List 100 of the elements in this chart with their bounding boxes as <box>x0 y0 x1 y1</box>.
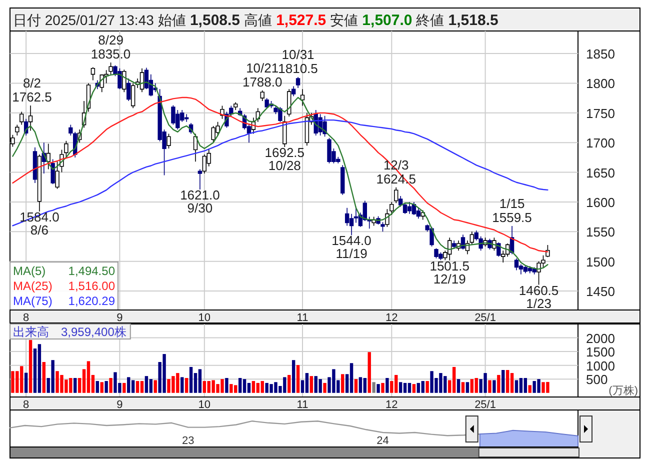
bar <box>96 381 100 393</box>
bar <box>492 380 496 393</box>
x-tick-label: 11 <box>296 399 308 411</box>
bar <box>242 379 246 393</box>
x-tick-label: 25/1 <box>474 312 496 324</box>
y-tick-label: 1600 <box>586 194 615 210</box>
bar <box>408 382 412 393</box>
bar <box>127 377 130 393</box>
bar <box>140 381 144 393</box>
candlestick <box>193 133 198 162</box>
chart-title: 日付 2025/01/27 13:43 始値 1,508.5 高値 1,527.5 安値 1,507.0 終値 1,518.5 <box>13 12 498 29</box>
bar <box>230 384 233 393</box>
bar <box>510 373 514 393</box>
candlestick <box>28 105 33 132</box>
candlestick <box>402 202 408 214</box>
annotation: 1544.0 11/19 <box>332 233 372 262</box>
y-tick-label: 500 <box>586 372 608 388</box>
bar <box>184 378 188 393</box>
bar <box>288 374 291 393</box>
candlestick <box>398 196 403 208</box>
line-series <box>12 119 548 226</box>
bar <box>398 382 402 393</box>
candlestick <box>126 78 131 102</box>
bar <box>341 374 344 393</box>
bar <box>202 381 206 393</box>
bar <box>305 373 309 393</box>
bar <box>100 382 104 393</box>
text: MA(75) 1,620.29 <box>13 294 115 308</box>
candlestick <box>108 62 113 75</box>
bar <box>412 384 416 393</box>
chart-title: 出来高 3,959,400株 <box>13 325 126 339</box>
candlestick <box>390 202 394 216</box>
candlestick <box>234 102 238 110</box>
annotation: 1621.0 9/30 <box>180 187 220 216</box>
candlestick <box>296 76 300 88</box>
bar <box>149 379 153 393</box>
bar <box>310 376 314 393</box>
bar <box>28 340 32 393</box>
candlestick <box>452 240 456 249</box>
y-tick-label: 1850 <box>586 46 615 62</box>
candlestick <box>37 154 42 212</box>
candlestick <box>122 69 126 93</box>
bar <box>514 380 518 393</box>
candlestick <box>166 133 171 149</box>
bar <box>470 379 474 393</box>
bar <box>323 382 326 393</box>
bar <box>376 384 380 393</box>
y-tick-label: 1700 <box>586 136 615 151</box>
bar <box>109 378 112 393</box>
annotation: 1501.5 12/19 <box>430 258 470 286</box>
candlestick <box>20 111 24 126</box>
annotation: 8/29 1835.0 <box>90 32 131 62</box>
candlestick <box>64 140 68 158</box>
bar <box>189 366 193 393</box>
bar <box>474 378 478 393</box>
candlestick <box>394 187 398 204</box>
bar <box>247 382 251 393</box>
y-tick-label: 1650 <box>586 165 615 180</box>
bar <box>292 360 296 393</box>
x-tick-label: 11 <box>296 312 308 324</box>
bar <box>131 380 135 393</box>
y-tick-label: 1450 <box>586 284 615 300</box>
x-tick-label: 10 <box>198 312 211 324</box>
y-tick-label: 1500 <box>586 254 615 270</box>
bar <box>154 380 157 393</box>
x-tick-label: 8 <box>23 399 30 411</box>
candlestick <box>291 86 296 97</box>
bar <box>318 379 322 393</box>
bar <box>238 378 242 393</box>
bar <box>456 379 460 393</box>
candlestick <box>198 168 202 190</box>
bar <box>136 381 140 393</box>
bar <box>368 352 371 393</box>
bar <box>144 376 148 393</box>
candlestick <box>287 88 292 117</box>
candlestick <box>140 68 144 93</box>
y-tick-label: 1500 <box>586 344 615 360</box>
bar <box>466 382 470 393</box>
y-axis-title: (万株) <box>608 384 638 397</box>
bar <box>122 382 126 393</box>
bar <box>461 382 465 393</box>
candlestick <box>90 66 96 81</box>
candlestick <box>50 158 55 185</box>
bar <box>180 377 184 393</box>
x-tick-label: 12 <box>386 399 398 411</box>
candlestick <box>184 114 189 122</box>
candlestick <box>55 161 60 190</box>
bar <box>524 378 528 393</box>
bar <box>296 365 300 393</box>
candlestick <box>260 90 264 102</box>
bar <box>225 378 228 393</box>
annotation: 1692.5 10/28 <box>264 145 305 174</box>
bar <box>506 370 510 393</box>
bar <box>497 374 500 393</box>
x-tick-label: 12 <box>386 312 398 324</box>
bar <box>198 369 202 393</box>
bar <box>452 366 456 393</box>
x-tick-label: 10 <box>198 399 211 411</box>
candlestick <box>380 222 385 232</box>
y-tick-label: 1550 <box>586 224 615 240</box>
